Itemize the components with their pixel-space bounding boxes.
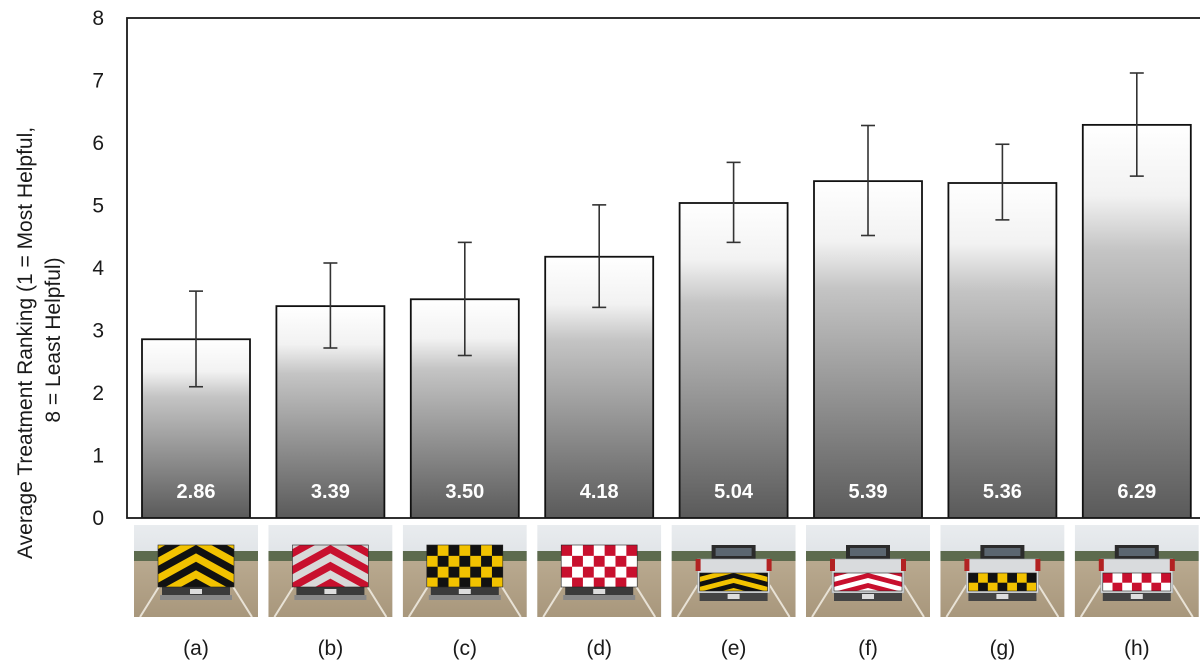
category-label: (f) xyxy=(858,637,878,660)
plot-frame xyxy=(126,17,1200,519)
y-tick-label: 6 xyxy=(92,132,104,155)
bar xyxy=(1081,123,1192,518)
y-tick-label: 1 xyxy=(92,445,104,468)
bar xyxy=(813,180,923,518)
y-tick-label: 2 xyxy=(92,382,104,405)
treatment-photos xyxy=(134,525,1199,617)
data-label: 6.29 xyxy=(1117,481,1156,503)
category-label: (a) xyxy=(183,637,209,660)
y-axis-label-line-2: 8 = Least Helpful) xyxy=(42,257,65,422)
y-tick-label: 4 xyxy=(92,257,104,280)
y-tick-label: 5 xyxy=(92,195,104,218)
y-tick-label: 3 xyxy=(92,320,104,343)
bars xyxy=(141,123,1192,518)
data-labels: 2.86 3.39 3.50 4.18 5.04 5.39 5.36 6.29 xyxy=(177,481,1157,503)
treatment-photo xyxy=(402,525,527,617)
y-tick-label: 7 xyxy=(92,70,104,93)
category-label: (e) xyxy=(721,637,747,660)
data-label: 5.36 xyxy=(983,481,1022,503)
data-label: 3.50 xyxy=(445,481,484,503)
bar xyxy=(947,182,1058,518)
bar xyxy=(678,202,789,518)
treatment-photo xyxy=(671,525,796,617)
treatment-photo xyxy=(134,525,258,617)
y-axis-ticks: 0 1 2 3 4 5 6 7 8 xyxy=(92,7,104,530)
treatment-photo xyxy=(537,525,662,617)
category-label: (d) xyxy=(586,637,612,660)
y-axis-label: Average Treatment Ranking (1 = Most Help… xyxy=(14,121,65,559)
data-label: 3.39 xyxy=(311,481,350,503)
data-label: 2.86 xyxy=(177,481,216,503)
data-label: 5.39 xyxy=(849,481,888,503)
data-label: 4.18 xyxy=(580,481,619,503)
category-label: (h) xyxy=(1124,637,1150,660)
y-tick-label: 0 xyxy=(92,507,104,530)
treatment-photo xyxy=(806,525,930,617)
category-label: (c) xyxy=(453,637,478,660)
data-label: 5.04 xyxy=(714,481,754,503)
treatment-photo xyxy=(268,525,393,617)
category-labels: (a) (b) (c) (d) (e) (f) (g) (h) xyxy=(183,637,1149,660)
category-label: (g) xyxy=(990,637,1016,660)
y-tick-label: 8 xyxy=(92,7,104,30)
treatment-photo xyxy=(1074,525,1199,617)
y-axis-label-line-1: Average Treatment Ranking (1 = Most Help… xyxy=(14,127,37,559)
error-bars xyxy=(189,72,1144,388)
category-label: (b) xyxy=(318,637,344,660)
treatment-photo xyxy=(940,525,1065,617)
